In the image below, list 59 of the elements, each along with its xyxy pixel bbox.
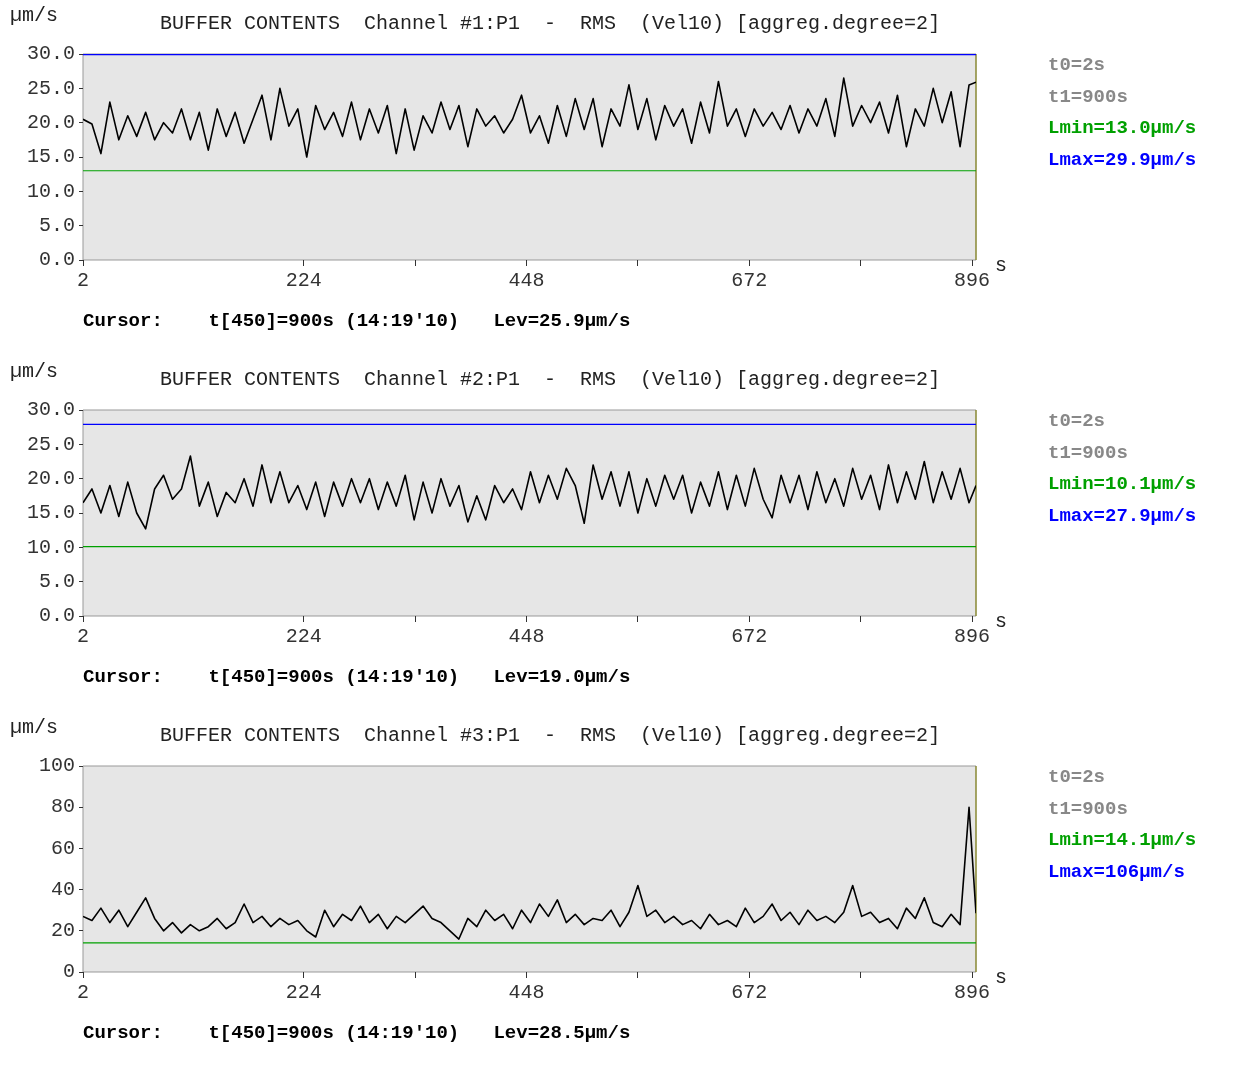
x-tick-label: 224 [285, 269, 322, 293]
x-axis-title: s [995, 254, 1008, 277]
x-tick-label: 2 [76, 981, 90, 1005]
y-axis-title: µm/s [10, 716, 59, 739]
y-tick-label: 0.0 [38, 248, 75, 272]
x-tick-label: 448 [508, 269, 545, 293]
chart-title: BUFFER CONTENTS Channel #3:P1 - RMS (Vel10) [aggreg.degree=2] [160, 724, 941, 747]
text: Cursor: t[450]=900s (14:19'10) Lev=19.0µm/s [83, 666, 631, 688]
x-axis-title: s [995, 610, 1008, 633]
y-tick-label: 10.0 [26, 535, 75, 559]
y-tick-label: 25.0 [26, 76, 75, 100]
x-tick-label: 896 [954, 269, 991, 293]
y-tick-label: 30.0 [26, 398, 75, 422]
y-tick-label: 15.0 [26, 145, 75, 169]
text: t0=2s [1048, 765, 1106, 790]
y-tick-label: 10.0 [26, 179, 75, 203]
x-tick-label: 2 [76, 269, 90, 293]
text: t0=2s [1048, 409, 1106, 434]
chart-title: BUFFER CONTENTS Channel #2:P1 - RMS (Vel10) [aggreg.degree=2] [160, 368, 941, 391]
y-tick-label: 20.0 [26, 466, 75, 490]
y-tick-label: 40 [50, 877, 75, 901]
x-axis-title: s [995, 966, 1008, 989]
x-tick-label: 672 [731, 981, 768, 1005]
y-tick-label: 5.0 [38, 569, 75, 593]
y-tick-label: 5.0 [38, 213, 75, 237]
text: Cursor: t[450]=900s (14:19'10) Lev=25.9µm/s [83, 310, 631, 332]
x-tick-label: 448 [508, 625, 545, 649]
text: t0=2s [1048, 53, 1106, 78]
text: Lmax=106µm/s [1048, 859, 1186, 885]
x-tick-label: 672 [731, 625, 768, 649]
y-tick-label: 80 [50, 795, 75, 819]
y-tick-label: 20.0 [26, 110, 75, 134]
y-tick-label: 30.0 [26, 42, 75, 66]
ref-line-label: Lmin=13.0µm/s [1048, 116, 1197, 141]
chart-title: BUFFER CONTENTS Channel #1:P1 - RMS (Vel10) [aggreg.degree=2] [160, 12, 941, 35]
y-tick-label: 100 [38, 754, 75, 778]
y-tick-label: 20 [50, 919, 75, 943]
x-tick-label: 224 [285, 981, 322, 1005]
text: t1=900s [1048, 84, 1129, 110]
text: t1=900s [1048, 796, 1129, 822]
x-tick-label: 672 [731, 269, 768, 293]
y-tick-label: 60 [50, 836, 75, 860]
y-axis-title: µm/s [10, 360, 59, 383]
y-tick-label: 0.0 [38, 604, 75, 628]
x-tick-label: 896 [954, 981, 991, 1005]
y-tick-label: 25.0 [26, 432, 75, 456]
x-tick-label: 2 [76, 625, 90, 649]
x-tick-label: 224 [285, 625, 322, 649]
ref-line-label: Lmax=29.9µm/s [1048, 147, 1197, 173]
ref-line-label: Lmax=27.9µm/s [1048, 503, 1197, 529]
x-tick-label: 896 [954, 625, 991, 649]
y-tick-label: 0 [62, 960, 75, 984]
ref-line-label: Lmin=10.1µm/s [1048, 472, 1197, 497]
x-tick-label: 448 [508, 981, 545, 1005]
text: Cursor: t[450]=900s (14:19'10) Lev=28.5µm/s [83, 1022, 631, 1044]
y-axis-title: µm/s [10, 4, 59, 27]
ref-line-label: Lmin=14.1µm/s [1048, 828, 1197, 853]
text: t1=900s [1048, 440, 1129, 466]
y-tick-label: 15.0 [26, 501, 75, 525]
